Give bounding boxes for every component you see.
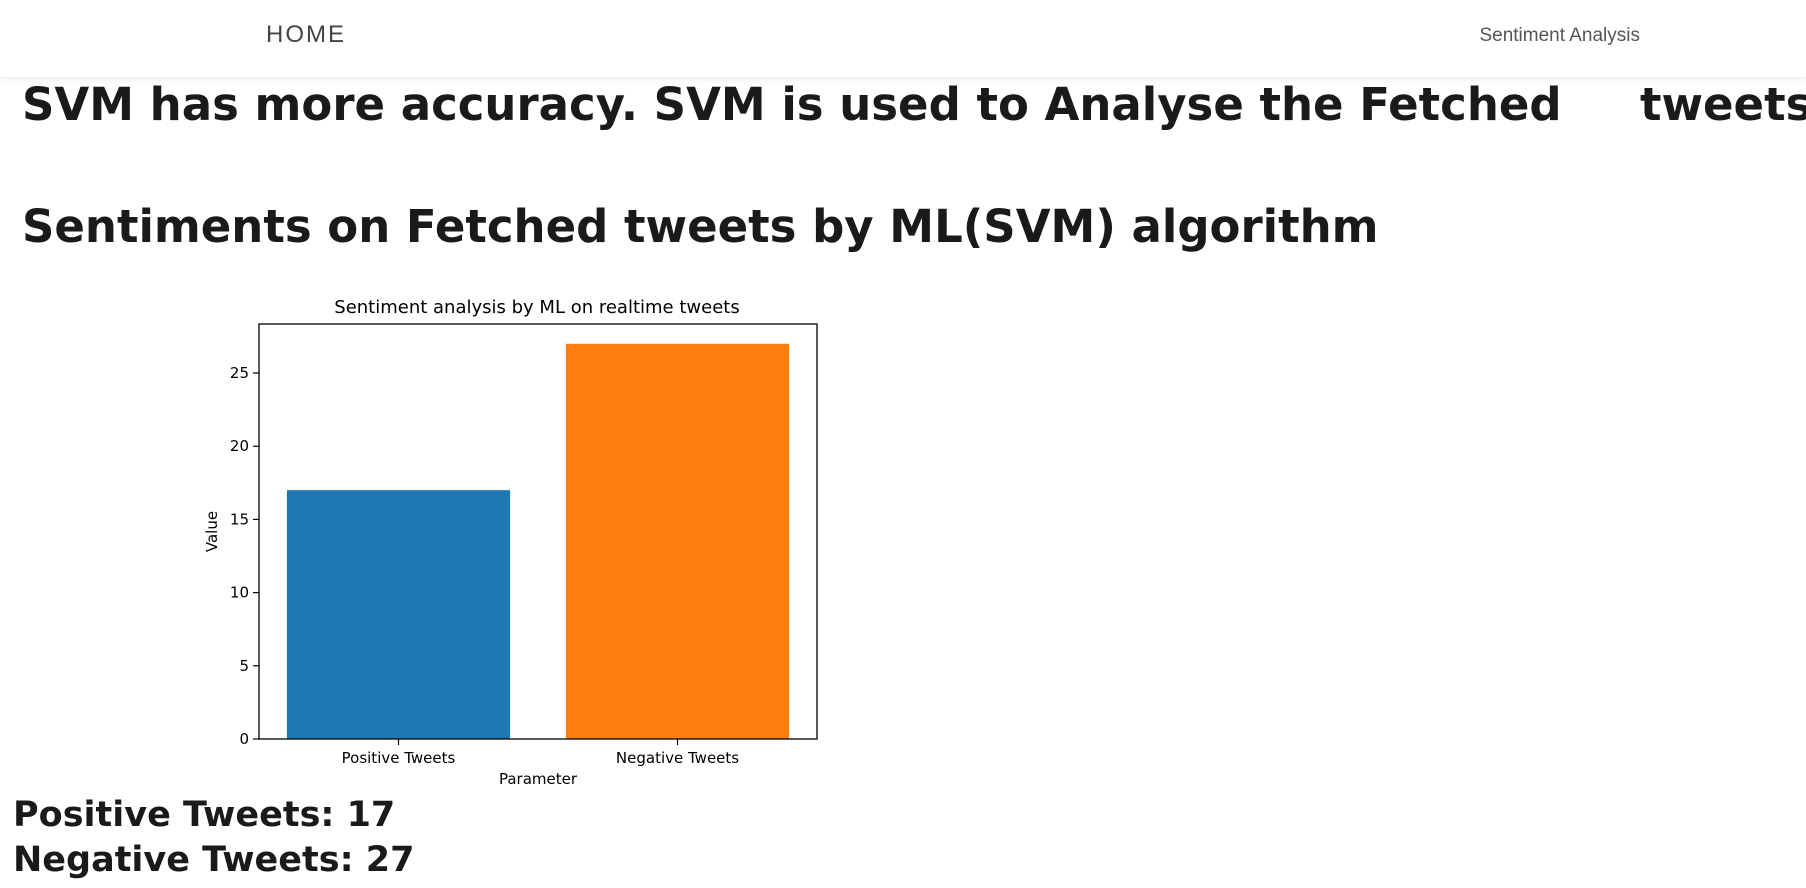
bar-positive-tweets: [286, 490, 511, 739]
y-tick-label: 10: [230, 584, 249, 602]
y-tick-label: 15: [230, 510, 249, 528]
home-link[interactable]: HOME: [266, 21, 346, 48]
y-tick-label: 20: [230, 437, 249, 455]
y-axis-ticks: 0 5 10 15 20 25: [230, 364, 259, 748]
bar-negative-tweets: [565, 343, 790, 739]
x-axis-ticks: Positive Tweets Negative Tweets: [342, 739, 739, 767]
positive-count: Positive Tweets: 17: [13, 795, 396, 835]
sentiments-heading: Sentiments on Fetched tweets by ML(SVM) …: [22, 200, 1379, 253]
x-tick-label: Positive Tweets: [342, 749, 456, 767]
brand-title[interactable]: Sentiment Analysis: [1479, 25, 1640, 46]
y-tick-label: 25: [230, 364, 249, 382]
y-axis-label: Value: [203, 511, 221, 552]
sentiment-chart: Sentiment analysis by ML on realtime twe…: [190, 288, 830, 792]
bars-layer: [286, 343, 790, 739]
y-tick-label: 0: [239, 730, 249, 748]
chart-svg: Sentiment analysis by ML on realtime twe…: [203, 297, 818, 788]
plot-frame: [258, 323, 818, 740]
x-tick-label: Negative Tweets: [616, 749, 739, 767]
navbar: HOME Sentiment Analysis: [0, 0, 1806, 77]
y-tick-label: 5: [239, 657, 249, 675]
chart-title: Sentiment analysis by ML on realtime twe…: [334, 297, 739, 318]
accuracy-heading: SVM has more accuracy. SVM is used to An…: [22, 78, 1806, 131]
negative-count: Negative Tweets: 27: [13, 840, 415, 880]
x-axis-label: Parameter: [499, 770, 578, 788]
